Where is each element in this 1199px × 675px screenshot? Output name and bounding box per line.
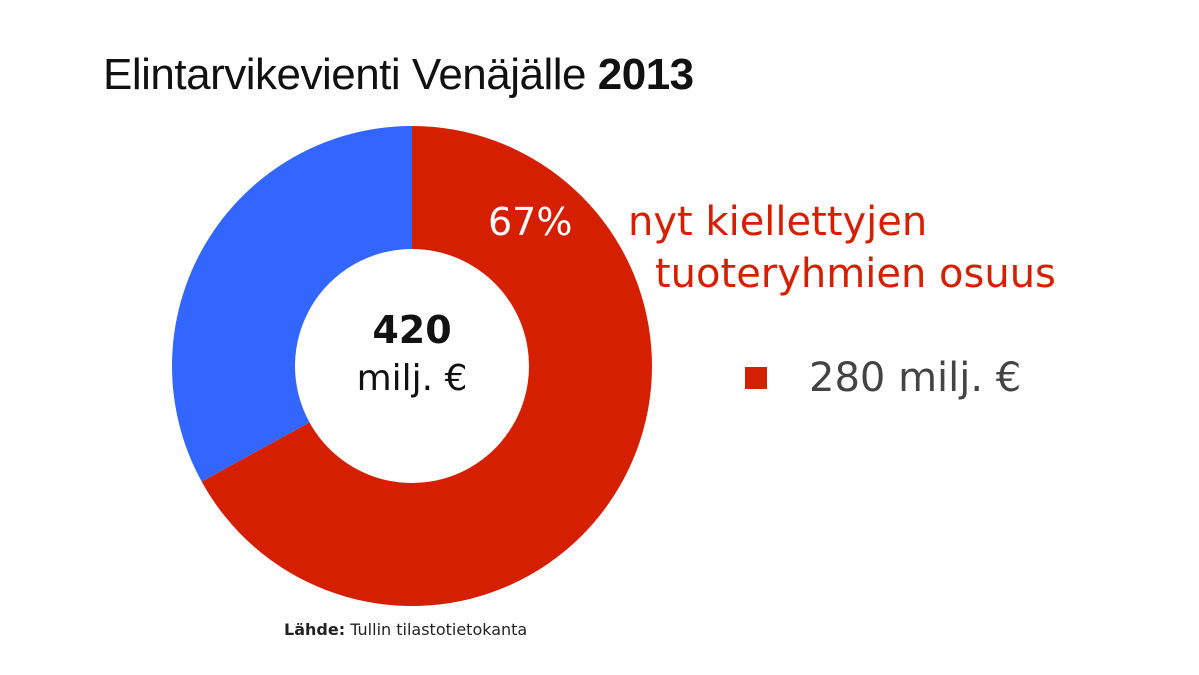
donut-center-unit: milj. € <box>356 358 468 399</box>
slice-percentage-label: 67% <box>488 200 573 244</box>
source-text: Tullin tilastotietokanta <box>350 620 528 639</box>
chart-title-text: Elintarvikevienti Venäjälle <box>103 50 587 99</box>
legend-label: 280 milj. € <box>809 355 1022 401</box>
callout-line-1: nyt kiellettyjen <box>628 199 928 245</box>
donut-center-value: 420 <box>372 308 452 352</box>
chart-title: Elintarvikevienti Venäjälle 2013 <box>103 50 694 100</box>
source-label: Lähde: <box>284 620 346 639</box>
legend: 280 milj. € <box>745 355 1021 401</box>
legend-swatch <box>745 367 767 389</box>
source-note: Lähde: Tullin tilastotietokanta <box>284 620 527 639</box>
chart-title-year: 2013 <box>597 50 694 99</box>
donut-slice-0 <box>201 126 653 606</box>
donut-slice-1 <box>172 126 412 482</box>
slice-callout: nyt kiellettyjen tuoteryhmien osuus <box>628 196 1056 300</box>
callout-line-2: tuoteryhmien osuus <box>655 251 1056 297</box>
